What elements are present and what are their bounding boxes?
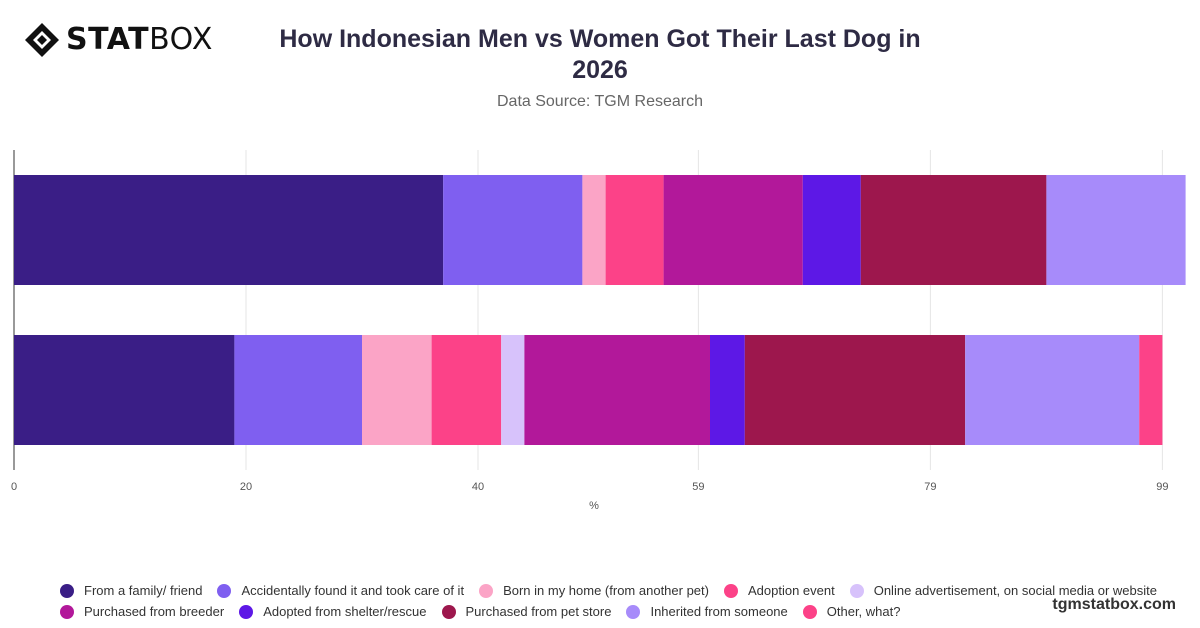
- bar-segment: [1139, 335, 1163, 445]
- legend-item[interactable]: Born in my home (from another pet): [479, 583, 709, 598]
- legend-item[interactable]: Purchased from breeder: [60, 604, 224, 619]
- legend-item[interactable]: Online advertisement, on social media or…: [849, 583, 1157, 598]
- legend-item[interactable]: Adoption event: [723, 583, 835, 598]
- bar-segment: [443, 175, 583, 285]
- legend-item[interactable]: Other, what?: [802, 604, 901, 619]
- bar-segment: [860, 175, 1047, 285]
- legend-swatch: [849, 583, 864, 598]
- bar-segment: [965, 335, 1140, 445]
- legend-label: Adopted from shelter/rescue: [263, 604, 427, 619]
- legend-swatch: [802, 604, 817, 619]
- legend-label: Purchased from breeder: [84, 604, 225, 619]
- legend-label: From a family/ friend: [84, 583, 203, 598]
- footer-site: tgmstatbox.com: [1052, 596, 1176, 613]
- legend-swatch: [479, 583, 494, 598]
- logo-text-light: BOX: [149, 22, 213, 57]
- bar-segment: [663, 175, 803, 285]
- bar-segment: [524, 335, 710, 445]
- legend-label: Born in my home (from another pet): [503, 583, 709, 598]
- legend-label: Purchased from pet store: [465, 604, 612, 619]
- x-tick-label: 59: [692, 481, 704, 493]
- bar-segment: [234, 335, 362, 445]
- legend-swatch: [723, 583, 738, 598]
- logo-text: STATBOX: [66, 22, 213, 58]
- legend-label: Accidentally found it and took care of i…: [241, 583, 465, 598]
- diamond-logo-icon: [25, 23, 59, 57]
- bar-segment: [710, 335, 745, 445]
- legend-item[interactable]: Purchased from pet store: [441, 604, 612, 619]
- bar-segment: [744, 335, 966, 445]
- x-tick-label: 99: [1156, 481, 1168, 493]
- bar-segment: [14, 335, 235, 445]
- legend-row: Purchased from breeder Adopted from shelt…: [60, 601, 1160, 622]
- legend-row: From a family/ friend Accidentally found …: [60, 580, 1160, 601]
- legend-label: Other, what?: [826, 604, 901, 619]
- bar-segment: [582, 175, 606, 285]
- legend-swatch: [626, 604, 641, 619]
- bar-segment: [605, 175, 664, 285]
- legend-swatch: [60, 583, 74, 598]
- bar-segment: [1046, 175, 1186, 285]
- x-tick-label: 0: [11, 481, 17, 493]
- logo: STATBOX: [24, 22, 213, 58]
- chart-subtitle: Data Source: TGM Research: [496, 93, 703, 110]
- bar-segment: [802, 175, 861, 285]
- chart-title: How Indonesian Men vs Women Got Their La…: [279, 25, 921, 84]
- x-tick-label: 79: [924, 481, 936, 493]
- x-tick-label: 20: [240, 481, 252, 493]
- bar-segment: [431, 335, 502, 445]
- stacked-bar-chart: 0 20 40 59 79 99%: [11, 150, 1186, 512]
- legend-swatch: [441, 604, 456, 619]
- legend: From a family/ friend Accidentally found …: [60, 580, 1160, 622]
- legend-swatch: [239, 604, 254, 619]
- legend-item[interactable]: Accidentally found it and took care of i…: [217, 583, 464, 598]
- legend-item[interactable]: Inherited from someone: [626, 604, 788, 619]
- legend-item[interactable]: Adopted from shelter/rescue: [239, 604, 427, 619]
- legend-label: Adoption event: [747, 583, 835, 598]
- bar-segment: [14, 175, 444, 285]
- legend-item[interactable]: From a family/ friend: [60, 583, 202, 598]
- legend-swatch: [217, 583, 232, 598]
- legend-label: Online advertisement, on social media or…: [873, 583, 1157, 598]
- legend-label: Inherited from someone: [650, 604, 788, 619]
- x-axis-title: %: [589, 500, 599, 512]
- bar-segment: [501, 335, 525, 445]
- legend-swatch: [60, 604, 74, 619]
- x-tick-label: 40: [472, 481, 484, 493]
- bar-segment: [362, 335, 432, 445]
- logo-text-bold: STAT: [66, 22, 150, 57]
